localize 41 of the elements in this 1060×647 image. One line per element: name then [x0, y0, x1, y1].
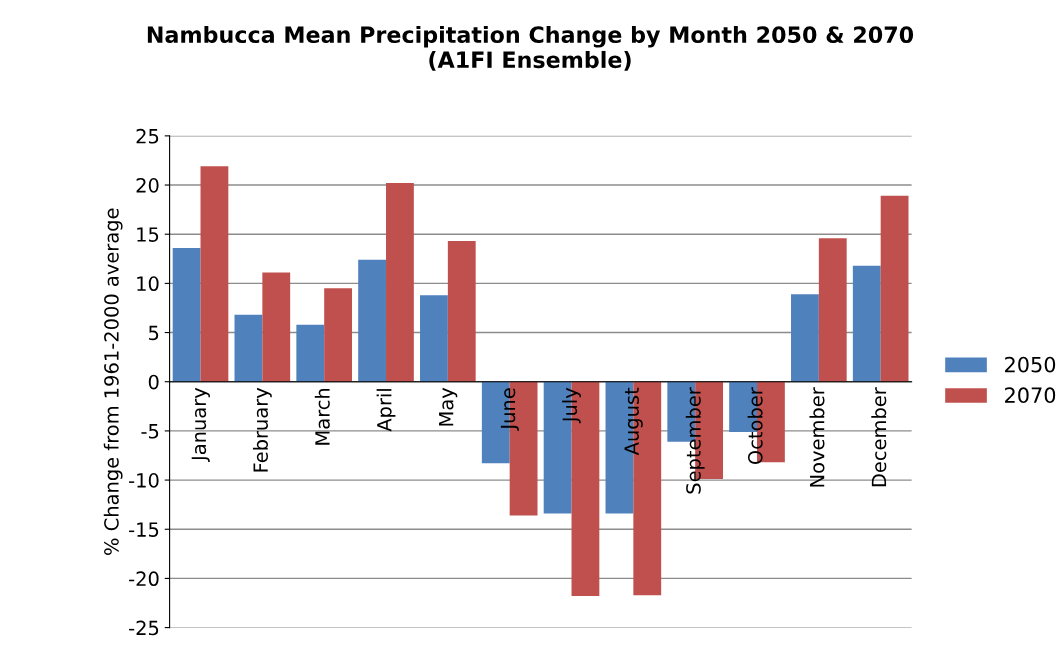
x-tick-label: May [439, 387, 458, 426]
bar [358, 259, 387, 382]
chart-title: Nambucca Mean Precipitation Change by Month 2050 & 2070 (A1FI Ensemble) [147, 25, 914, 71]
x-tick-label: December [871, 387, 887, 487]
y-tick-label: 20 [136, 178, 159, 193]
bar [386, 183, 414, 382]
x-tick-label: February [252, 387, 272, 472]
y-axis-title: % Change from 1961-2000 average [103, 208, 123, 555]
x-tick-label: April [376, 389, 396, 432]
bar [172, 247, 201, 382]
y-tick-label: -5 [141, 424, 159, 439]
bar [791, 294, 819, 382]
x-tick-label: August [624, 387, 643, 456]
bar [234, 314, 263, 382]
bar [420, 295, 448, 382]
x-tick-label: January [191, 387, 210, 463]
x-tick-label: June [500, 388, 519, 431]
y-tick-label: 5 [149, 325, 159, 341]
y-tick-label: -10 [129, 473, 159, 488]
bar [880, 195, 909, 382]
y-tick-label: -25 [129, 620, 159, 636]
bar [262, 272, 291, 382]
x-tick-label: November [809, 387, 825, 487]
y-tick-label: -15 [129, 522, 159, 537]
bar [818, 238, 847, 382]
y-tick-label: 0 [148, 374, 159, 390]
y-tick-label: 25 [136, 128, 159, 144]
y-tick-label: 10 [137, 276, 159, 292]
bar [324, 288, 353, 382]
x-tick-label: October [747, 387, 763, 465]
legend-label: 2070 [1005, 387, 1056, 404]
bar [296, 324, 325, 382]
y-tick-label: -20 [129, 571, 159, 587]
bar [447, 241, 476, 382]
x-tick-label: September [685, 387, 705, 494]
x-tick-label: July [562, 387, 581, 424]
bar [852, 265, 881, 382]
legend-label: 2050 [1005, 356, 1056, 373]
x-tick-label: March [314, 388, 330, 445]
y-tick-label: 15 [137, 227, 159, 242]
bar [200, 166, 229, 382]
